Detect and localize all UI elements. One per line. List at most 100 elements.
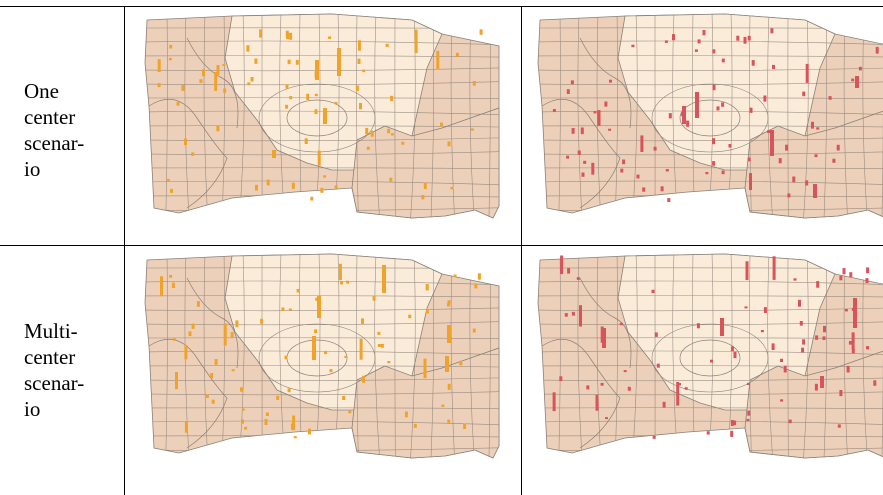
indicator-bar [436, 50, 440, 70]
indicator-bar [223, 323, 227, 346]
indicator-bar [560, 255, 564, 275]
indicator-bar [702, 30, 706, 36]
indicator-bar-tall [315, 60, 319, 80]
district-line [221, 254, 225, 458]
district-line [430, 14, 435, 218]
district-line [538, 55, 883, 58]
indicator-bar [595, 394, 599, 411]
indicator-bar [566, 89, 570, 94]
indicator-bar [816, 127, 820, 130]
district-line [843, 14, 849, 218]
district-line [881, 254, 883, 458]
indicator-bar [453, 274, 457, 278]
indicator-bars [552, 255, 877, 439]
district-line [538, 407, 883, 410]
indicator-bar [746, 418, 750, 422]
indicator-bar [404, 411, 408, 418]
indicator-bar [667, 198, 671, 202]
indicator-bar [763, 307, 767, 313]
district-line [538, 377, 883, 382]
indicator-bar [169, 274, 173, 278]
indicator-bar [472, 81, 476, 86]
indicator-bar [338, 263, 342, 281]
indicator-bar-tall [720, 318, 724, 336]
indicator-bar [450, 187, 454, 190]
indicator-bar [184, 344, 188, 360]
indicator-bar [772, 64, 775, 69]
indicator-bar [564, 313, 568, 317]
indicator-bar-tall [853, 298, 857, 328]
indicator-bar [668, 113, 672, 119]
indicator-bar [315, 297, 319, 301]
indicator-bar [591, 162, 595, 175]
district-line [450, 254, 456, 458]
table-top-rule [0, 6, 883, 7]
row-label-line: io [24, 157, 41, 181]
indicator-bar [328, 36, 332, 39]
indicator-bar [814, 154, 818, 158]
row-label-line: scenar- [24, 131, 85, 155]
indicator-bar-tall [682, 106, 686, 124]
district-line [596, 254, 602, 458]
indicator-bar [712, 138, 716, 145]
indicator-bar [413, 423, 417, 428]
indicator-bar [636, 174, 640, 179]
indicator-bar [287, 59, 291, 65]
indicator-bar [255, 184, 258, 191]
indicator-bar [736, 35, 740, 41]
district-line [538, 180, 883, 186]
indicator-bar [240, 387, 243, 392]
indicator-bar [581, 172, 585, 177]
indicator-bar [712, 161, 716, 166]
row-label-line: Multi- [24, 319, 78, 343]
indicator-bar [571, 311, 575, 316]
indicator-bar [559, 376, 563, 382]
indicator-bar [873, 380, 877, 386]
indicator-bar [329, 369, 333, 373]
indicator-bar [651, 289, 655, 294]
indicator-bar [175, 372, 178, 390]
indicator-bar [211, 399, 215, 404]
district-line [538, 365, 883, 368]
indicator-bar [730, 420, 734, 426]
indicator-bar [474, 284, 478, 289]
indicator-bar [593, 111, 597, 114]
district-line [145, 137, 499, 142]
indicator-bar [285, 104, 289, 109]
indicator-bar-tall [272, 150, 276, 158]
indicator-bar [866, 267, 870, 274]
table-col-divider-1 [124, 6, 125, 495]
district-line [614, 14, 618, 218]
indicator-bar [285, 84, 289, 89]
indicator-bar [586, 385, 590, 390]
indicator-bar [241, 408, 245, 411]
indicator-bar [259, 29, 263, 38]
indicator-bar [875, 46, 879, 54]
indicator-bars [552, 28, 879, 202]
indicator-bar [254, 58, 258, 64]
indicator-bar [815, 335, 819, 340]
district-line [145, 125, 499, 128]
indicator-bar [191, 323, 195, 329]
indicator-bar [199, 79, 203, 83]
indicator-bar [389, 177, 393, 182]
indicator-bar [314, 109, 318, 115]
outer-ring [258, 323, 376, 393]
district-line [145, 365, 499, 368]
indicator-bar [619, 322, 623, 326]
indicator-bar [362, 69, 366, 73]
indicator-bar [289, 96, 293, 100]
table-col-divider-2 [521, 6, 522, 495]
indicator-bar [308, 428, 311, 435]
map-svg [144, 253, 500, 459]
district-line [538, 167, 883, 170]
indicator-bar [365, 127, 369, 135]
indicator-bar [839, 390, 843, 397]
indicator-bar [247, 82, 251, 86]
indicator-bar [686, 120, 690, 127]
indicator-bar [334, 185, 338, 189]
indicator-bar [414, 29, 418, 54]
row-label-line: center [24, 345, 76, 369]
indicator-bar [676, 382, 680, 406]
indicator-bar [552, 392, 556, 412]
